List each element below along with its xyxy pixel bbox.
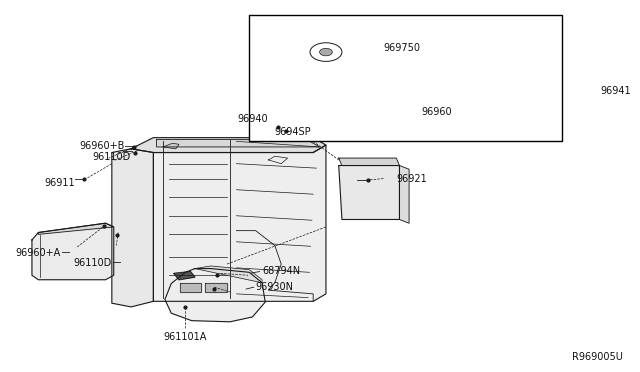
Bar	[249, 15, 563, 141]
Polygon shape	[157, 140, 319, 147]
Text: 96960: 96960	[422, 108, 452, 117]
Text: 961101A: 961101A	[164, 332, 207, 341]
Polygon shape	[165, 269, 265, 322]
Text: 969750: 969750	[383, 44, 420, 53]
Polygon shape	[339, 166, 399, 219]
Text: 96921: 96921	[396, 174, 427, 184]
Polygon shape	[32, 223, 114, 280]
Text: 96930N: 96930N	[255, 282, 294, 292]
Polygon shape	[339, 158, 399, 166]
Circle shape	[310, 43, 342, 61]
Polygon shape	[265, 19, 537, 104]
Polygon shape	[131, 138, 326, 153]
Text: 96960+A: 96960+A	[15, 248, 61, 258]
Polygon shape	[174, 272, 195, 280]
Text: R969005U: R969005U	[572, 352, 623, 362]
Text: 96940: 96940	[238, 114, 268, 124]
Text: 96110D: 96110D	[74, 259, 112, 268]
Polygon shape	[154, 145, 326, 301]
Text: 96911: 96911	[45, 178, 76, 188]
Text: 96941: 96941	[601, 86, 632, 96]
Text: 96960+B: 96960+B	[79, 141, 125, 151]
Polygon shape	[195, 266, 262, 283]
Polygon shape	[38, 223, 114, 234]
Polygon shape	[112, 149, 154, 307]
Text: 96110D: 96110D	[93, 153, 131, 162]
Text: 9694SP: 9694SP	[275, 127, 312, 137]
Text: 68794N: 68794N	[262, 266, 300, 276]
Circle shape	[319, 48, 332, 56]
Polygon shape	[205, 283, 227, 292]
Polygon shape	[180, 283, 202, 292]
Polygon shape	[399, 166, 409, 223]
Polygon shape	[163, 143, 179, 149]
